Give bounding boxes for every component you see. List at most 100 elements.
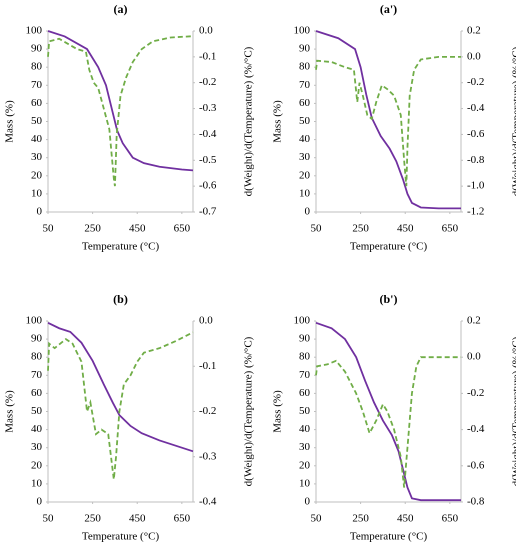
x-axis-label: Temperature (°C): [82, 531, 160, 543]
panel: (b') 0 10 20 30 40 50 60 70 80 90 100 -0.8 -0.6 -0.4 -0…: [272, 292, 516, 543]
y2-axis-label: d(Weight)/d(Temperature) (%/°C): [243, 46, 255, 196]
x-tick-label: 50: [311, 223, 323, 235]
y-tick-label: 100: [26, 25, 43, 37]
y2-tick-label: 0.2: [467, 25, 481, 37]
y-axis-label: Mass (%): [272, 390, 284, 433]
y2-tick-label: 0.0: [467, 351, 481, 363]
y2-tick-label: -0.6: [467, 128, 485, 140]
y-tick-label: 50: [299, 405, 311, 417]
y-tick-label: 80: [299, 61, 311, 73]
y-tick-label: 20: [31, 169, 43, 181]
x-tick-label: 50: [43, 513, 55, 525]
y-tick-label: 20: [299, 169, 311, 181]
y-tick-label: 50: [299, 115, 311, 127]
derivative-line: [315, 55, 461, 187]
y-tick-label: 40: [31, 423, 43, 435]
y2-tick-label: -0.2: [199, 76, 216, 88]
y-tick-label: 90: [31, 333, 43, 345]
y-tick-label: 0: [37, 496, 43, 508]
y2-tick-label: -0.8: [467, 154, 485, 166]
panel-title: (a): [114, 2, 128, 16]
y-tick-label: 30: [299, 151, 311, 163]
y2-tick-label: -0.1: [199, 50, 216, 62]
y2-axis-label: d(Weight)/d(Temperature) (%/°C): [511, 336, 516, 486]
y2-tick-label: -0.3: [199, 102, 217, 114]
y-axis-label: Mass (%): [272, 100, 284, 143]
panel: (a') 0 10 20 30 40 50 60 70 80 90 100 -1.2 -1.0 -0.8 -0…: [272, 2, 516, 253]
y2-tick-label: 0.0: [199, 315, 213, 327]
y-tick-label: 40: [299, 133, 311, 145]
x-axis-label: Temperature (°C): [350, 241, 428, 253]
y-tick-label: 30: [299, 441, 311, 453]
y-tick-label: 40: [31, 133, 43, 145]
y2-tick-label: -1.0: [467, 180, 485, 192]
x-tick-label: 450: [397, 513, 414, 525]
x-tick-label: 50: [43, 223, 55, 235]
y2-tick-label: -0.6: [199, 180, 217, 192]
y2-tick-label: -0.4: [199, 128, 217, 140]
y-tick-label: 80: [31, 351, 43, 363]
y2-tick-label: -0.5: [199, 154, 217, 166]
y-tick-label: 10: [299, 477, 311, 489]
x-tick-label: 250: [352, 223, 369, 235]
y2-axis-label: d(Weight)/d(Temperature) (%/°C): [243, 336, 255, 486]
x-tick-label: 450: [129, 513, 146, 525]
x-tick-label: 250: [352, 513, 369, 525]
y2-tick-label: -0.3: [199, 450, 217, 462]
y-tick-label: 30: [31, 441, 43, 453]
panel-title: (b'): [380, 292, 398, 306]
panel-title: (b): [113, 292, 128, 306]
y-tick-label: 90: [31, 43, 43, 55]
y-tick-label: 0: [305, 206, 311, 218]
y2-tick-label: -0.4: [467, 102, 485, 114]
derivative-line: [315, 356, 461, 488]
x-axis-label: Temperature (°C): [82, 241, 160, 253]
y-tick-label: 30: [31, 151, 43, 163]
x-tick-label: 650: [442, 223, 459, 235]
y2-axis-label: d(Weight)/d(Temperature) (%/°C): [511, 46, 516, 196]
panel-title: (a'): [380, 2, 397, 16]
y-tick-label: 20: [31, 459, 43, 471]
y2-tick-label: -0.7: [199, 206, 217, 218]
y-tick-label: 40: [299, 423, 311, 435]
y-tick-label: 0: [305, 496, 311, 508]
x-tick-label: 450: [129, 223, 146, 235]
y2-tick-label: -0.2: [199, 405, 216, 417]
y-tick-label: 60: [299, 387, 311, 399]
y2-tick-label: -0.8: [467, 496, 485, 508]
y-tick-label: 50: [31, 115, 43, 127]
y-tick-label: 70: [31, 79, 43, 91]
y-tick-label: 100: [294, 25, 311, 37]
y-tick-label: 0: [37, 206, 43, 218]
y-tick-label: 100: [26, 315, 43, 327]
y2-tick-label: -0.4: [467, 423, 485, 435]
y-tick-label: 10: [31, 187, 43, 199]
mass-line: [315, 321, 461, 502]
y-tick-label: 50: [31, 405, 43, 417]
y-tick-label: 100: [294, 315, 311, 327]
y2-tick-label: -0.1: [199, 360, 216, 372]
mass-line: [47, 322, 194, 453]
mass-line: [315, 30, 461, 210]
y-tick-label: 90: [299, 43, 311, 55]
y-tick-label: 70: [299, 369, 311, 381]
y-tick-label: 10: [299, 187, 311, 199]
x-axis-label: Temperature (°C): [350, 531, 428, 543]
panel: (b) 0 10 20 30 40 50 60 70 80 90 100 -0.4 -0.3 -0.2 -0.…: [4, 292, 255, 543]
x-tick-label: 250: [84, 223, 101, 235]
y-tick-label: 80: [299, 351, 311, 363]
derivative-line: [47, 35, 194, 187]
y-tick-label: 70: [299, 79, 311, 91]
y-tick-label: 10: [31, 477, 43, 489]
y-axis-label: Mass (%): [4, 100, 16, 143]
x-tick-label: 50: [311, 513, 323, 525]
y-tick-label: 20: [299, 459, 311, 471]
x-tick-label: 450: [397, 223, 414, 235]
x-tick-label: 250: [84, 513, 101, 525]
derivative-line: [47, 331, 194, 480]
y2-tick-label: -1.2: [467, 206, 484, 218]
y2-tick-label: -0.2: [467, 387, 484, 399]
y-tick-label: 60: [31, 97, 43, 109]
panel: (a) 0 10 20 30 40 50 60 70 80 90 100 -0.7 -0.6 -0.5 -0.…: [4, 2, 255, 253]
